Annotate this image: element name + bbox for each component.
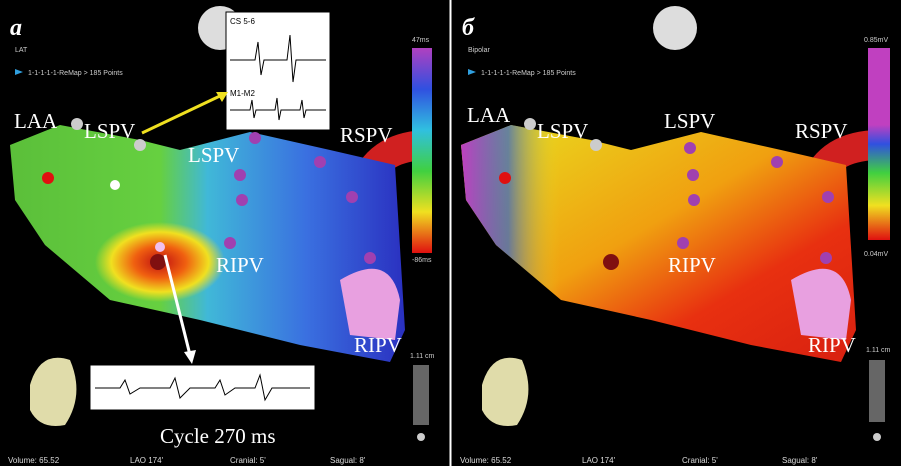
ruler [869, 360, 885, 422]
anatomy-label: LSPV [84, 119, 135, 143]
status: Sagual: 8' [330, 456, 366, 465]
status: LAO 174' [130, 456, 164, 465]
channel-label: CS 5-6 [230, 17, 255, 26]
status: Cranial: 5' [682, 456, 718, 465]
map-type: Bipolar [468, 47, 490, 54]
anatomy-label: LSPV [537, 119, 588, 143]
panel-label: б [462, 15, 475, 41]
status: LAO 174' [582, 456, 616, 465]
map-type: LAT [15, 47, 28, 54]
ruler-knob [873, 433, 881, 441]
anatomy-label: RIPV [668, 253, 716, 277]
distance: 1.11 cm [410, 353, 435, 360]
anatomy-label: RSPV [340, 123, 393, 147]
status: Volume: 65.52 [460, 456, 512, 465]
anatomy-label: LAA [14, 109, 58, 133]
scale-min: -86ms [412, 257, 432, 264]
figure: а LAT 1-1-1-1-1-ReMap > 185 Points 47ms … [0, 0, 901, 466]
scale-max: 0.85mV [864, 37, 888, 44]
status: Volume: 65.52 [8, 456, 60, 465]
panel-label: а [10, 15, 22, 41]
anatomy-label: LAA [467, 103, 511, 127]
anatomy-label: RIPV [216, 253, 264, 277]
anatomy-label: LSPV [664, 109, 715, 133]
anatomy-label: RSPV [795, 119, 848, 143]
anatomy-label: RIPV [354, 333, 402, 357]
color-scale [412, 48, 432, 253]
channel-label: M1-M2 [230, 89, 255, 98]
points: 1-1-1-1-1-ReMap > 185 Points [481, 70, 576, 77]
distance: 1.11 cm [866, 347, 891, 354]
scale-min: 0.04mV [864, 251, 888, 258]
anatomy-label: LSPV [188, 143, 239, 167]
status: Sagual: 8' [782, 456, 818, 465]
cycle-label: Cycle 270 ms [160, 424, 276, 448]
anatomy-label: RIPV [808, 333, 856, 357]
color-scale [868, 48, 890, 240]
ruler [413, 365, 429, 425]
points: 1-1-1-1-1-ReMap > 185 Points [28, 70, 123, 77]
scale-max: 47ms [412, 37, 430, 44]
ruler-knob [417, 433, 425, 441]
status: Cranial: 5' [230, 456, 266, 465]
